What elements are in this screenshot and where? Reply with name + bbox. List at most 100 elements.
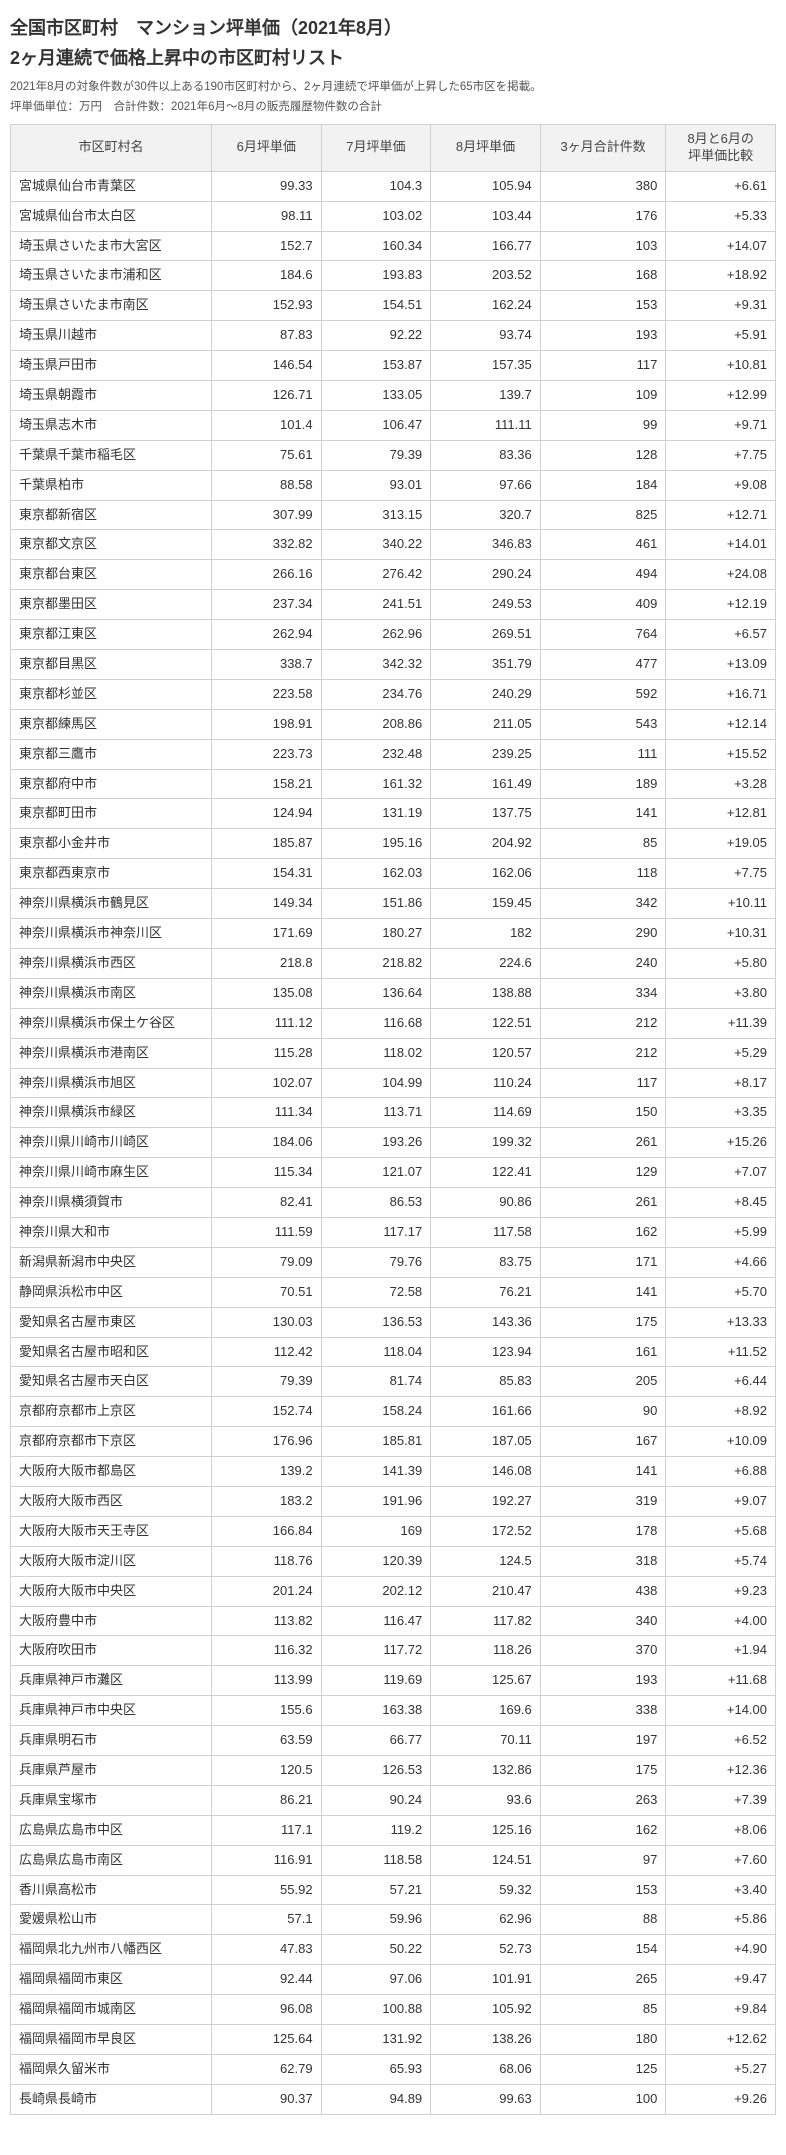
cell-value: 154.31 xyxy=(211,859,321,889)
cell-value: +5.33 xyxy=(666,201,776,231)
table-row: 愛媛県松山市57.159.9662.9688+5.86 xyxy=(11,1905,776,1935)
subtitle-2: 坪単価単位：万円 合計件数：2021年6月～8月の販売履歴物件数の合計 xyxy=(10,98,776,114)
cell-value: 266.16 xyxy=(211,560,321,590)
cell-value: 105.92 xyxy=(431,1995,541,2025)
cell-value: 184.6 xyxy=(211,261,321,291)
cell-name: 千葉県柏市 xyxy=(11,470,212,500)
cell-value: 117.72 xyxy=(321,1636,431,1666)
cell-value: 104.99 xyxy=(321,1068,431,1098)
cell-value: +16.71 xyxy=(666,679,776,709)
cell-value: 57.21 xyxy=(321,1875,431,1905)
cell-value: 153 xyxy=(540,1875,666,1905)
col-header-2: 7月坪単価 xyxy=(321,125,431,172)
table-row: 神奈川県川崎市川崎区184.06193.26199.32261+15.26 xyxy=(11,1128,776,1158)
cell-value: 124.94 xyxy=(211,799,321,829)
cell-value: +8.17 xyxy=(666,1068,776,1098)
table-row: 埼玉県志木市101.4106.47111.1199+9.71 xyxy=(11,410,776,440)
cell-value: 239.25 xyxy=(431,739,541,769)
cell-value: +19.05 xyxy=(666,829,776,859)
cell-name: 千葉県千葉市稲毛区 xyxy=(11,440,212,470)
cell-name: 愛知県名古屋市天白区 xyxy=(11,1367,212,1397)
cell-value: 120.39 xyxy=(321,1546,431,1576)
cell-value: 117.17 xyxy=(321,1217,431,1247)
cell-value: +5.27 xyxy=(666,2054,776,2084)
cell-name: 神奈川県川崎市麻生区 xyxy=(11,1158,212,1188)
cell-value: 99 xyxy=(540,410,666,440)
cell-value: 139.7 xyxy=(431,381,541,411)
cell-value: 59.32 xyxy=(431,1875,541,1905)
cell-value: 119.69 xyxy=(321,1666,431,1696)
cell-value: 218.8 xyxy=(211,948,321,978)
cell-value: 118.02 xyxy=(321,1038,431,1068)
cell-value: 193 xyxy=(540,1666,666,1696)
cell-value: 93.6 xyxy=(431,1785,541,1815)
cell-value: 494 xyxy=(540,560,666,590)
cell-name: 愛媛県松山市 xyxy=(11,1905,212,1935)
cell-value: 150 xyxy=(540,1098,666,1128)
table-row: 埼玉県さいたま市南区152.93154.51162.24153+9.31 xyxy=(11,291,776,321)
cell-value: 203.52 xyxy=(431,261,541,291)
table-row: 東京都台東区266.16276.42290.24494+24.08 xyxy=(11,560,776,590)
cell-value: 129 xyxy=(540,1158,666,1188)
col-header-0: 市区町村名 xyxy=(11,125,212,172)
cell-value: 223.58 xyxy=(211,679,321,709)
cell-value: +12.36 xyxy=(666,1755,776,1785)
cell-value: 123.94 xyxy=(431,1337,541,1367)
cell-value: 85 xyxy=(540,829,666,859)
cell-value: 319 xyxy=(540,1486,666,1516)
cell-value: 205 xyxy=(540,1367,666,1397)
cell-name: 神奈川県横浜市西区 xyxy=(11,948,212,978)
cell-value: +15.52 xyxy=(666,739,776,769)
cell-value: +8.06 xyxy=(666,1815,776,1845)
table-row: 東京都三鷹市223.73232.48239.25111+15.52 xyxy=(11,739,776,769)
cell-value: 162.06 xyxy=(431,859,541,889)
cell-name: 大阪府大阪市淀川区 xyxy=(11,1546,212,1576)
table-row: 神奈川県横浜市港南区115.28118.02120.57212+5.29 xyxy=(11,1038,776,1068)
cell-value: 764 xyxy=(540,620,666,650)
table-row: 神奈川県横浜市保土ケ谷区111.12116.68122.51212+11.39 xyxy=(11,1008,776,1038)
cell-value: 110.24 xyxy=(431,1068,541,1098)
cell-value: 113.71 xyxy=(321,1098,431,1128)
cell-value: 189 xyxy=(540,769,666,799)
cell-name: 東京都小金井市 xyxy=(11,829,212,859)
cell-value: 234.76 xyxy=(321,679,431,709)
cell-value: 125 xyxy=(540,2054,666,2084)
cell-value: +12.71 xyxy=(666,500,776,530)
table-row: 神奈川県横浜市神奈川区171.69180.27182290+10.31 xyxy=(11,919,776,949)
cell-value: 79.76 xyxy=(321,1247,431,1277)
table-row: 神奈川県横浜市緑区111.34113.71114.69150+3.35 xyxy=(11,1098,776,1128)
cell-value: 153.87 xyxy=(321,351,431,381)
cell-name: 福岡県福岡市城南区 xyxy=(11,1995,212,2025)
cell-value: 197 xyxy=(540,1726,666,1756)
cell-value: +11.52 xyxy=(666,1337,776,1367)
cell-value: +10.81 xyxy=(666,351,776,381)
cell-value: +7.75 xyxy=(666,440,776,470)
cell-value: 103.44 xyxy=(431,201,541,231)
cell-name: 神奈川県横浜市南区 xyxy=(11,978,212,1008)
cell-value: 72.58 xyxy=(321,1277,431,1307)
cell-value: 141 xyxy=(540,1457,666,1487)
table-row: 神奈川県横浜市南区135.08136.64138.88334+3.80 xyxy=(11,978,776,1008)
cell-name: 東京都台東区 xyxy=(11,560,212,590)
cell-value: 65.93 xyxy=(321,2054,431,2084)
cell-value: 161 xyxy=(540,1337,666,1367)
cell-value: 50.22 xyxy=(321,1935,431,1965)
cell-value: 113.82 xyxy=(211,1606,321,1636)
cell-value: 162.24 xyxy=(431,291,541,321)
cell-value: 218.82 xyxy=(321,948,431,978)
cell-value: 149.34 xyxy=(211,889,321,919)
cell-value: 109 xyxy=(540,381,666,411)
cell-value: 98.11 xyxy=(211,201,321,231)
table-row: 愛知県名古屋市東区130.03136.53143.36175+13.33 xyxy=(11,1307,776,1337)
cell-value: 111.11 xyxy=(431,410,541,440)
cell-value: 193 xyxy=(540,321,666,351)
cell-value: 130.03 xyxy=(211,1307,321,1337)
cell-value: 118 xyxy=(540,859,666,889)
cell-value: 262.96 xyxy=(321,620,431,650)
cell-value: 121.07 xyxy=(321,1158,431,1188)
cell-value: 141 xyxy=(540,799,666,829)
cell-value: 152.93 xyxy=(211,291,321,321)
cell-name: 京都府京都市下京区 xyxy=(11,1427,212,1457)
cell-value: 124.5 xyxy=(431,1546,541,1576)
cell-name: 東京都町田市 xyxy=(11,799,212,829)
